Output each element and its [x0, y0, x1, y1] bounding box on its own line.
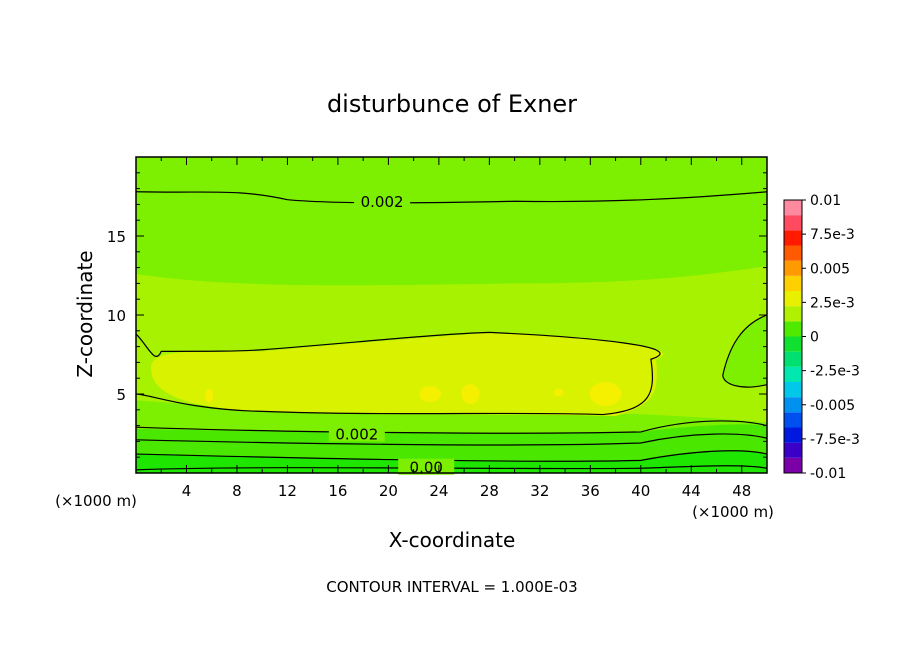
colorbar-label: 0 [810, 330, 819, 346]
contour-label: 0.00 [410, 459, 443, 477]
x-tick-label: 48 [732, 482, 751, 500]
contour-line [135, 433, 768, 446]
local-maximum [589, 382, 622, 406]
colorbar-swatch [784, 275, 802, 291]
colorbar-swatch [784, 412, 802, 428]
local-maximum [553, 388, 564, 397]
colorbar-swatch [784, 366, 802, 382]
colorbar-label: 2.5e-3 [810, 295, 855, 311]
colorbar-swatch [784, 215, 802, 231]
contour-line [135, 465, 768, 471]
local-maximum [419, 386, 442, 402]
x-tick-label: 32 [530, 482, 549, 500]
contour-line [135, 450, 768, 462]
colorbar-label: 7.5e-3 [810, 227, 855, 243]
contour-label: 0.002 [361, 193, 404, 211]
local-maximum [205, 388, 214, 403]
contour-label-bg [398, 458, 455, 475]
contour-line [135, 420, 768, 434]
y-tick-label: 5 [116, 386, 126, 404]
colorbar-swatch [784, 200, 802, 216]
colorbar-swatch [784, 427, 802, 443]
x-tick-label: 20 [379, 482, 398, 500]
contour-label-bg [354, 193, 411, 210]
colorbar-label: -0.01 [810, 466, 846, 482]
y-tick-label: 10 [107, 307, 126, 325]
chart-title: disturbunce of Exner [327, 90, 577, 118]
colorbar-swatch [784, 291, 802, 307]
colorbar-swatch [784, 382, 802, 398]
contour-interval-footer: CONTOUR INTERVAL = 1.000E-03 [326, 578, 577, 596]
x-tick-label: 40 [631, 482, 650, 500]
colorbar-swatch [784, 351, 802, 367]
colorbar-label: -2.5e-3 [810, 364, 860, 380]
x-tick-label: 28 [480, 482, 499, 500]
colorbar-swatch [784, 457, 802, 473]
colorbar-label: -7.5e-3 [810, 432, 860, 448]
colorbar: 0.01 7.5e-3 0.005 2.5e-3 0 -2.5e-3 -0.005 -7.5e… [783, 193, 860, 482]
x-unit-right: (×1000 m) [692, 503, 774, 521]
colorbar-swatch [784, 397, 802, 413]
colorbar-swatch [784, 245, 802, 261]
field-band [151, 332, 664, 417]
contour-line [135, 331, 661, 416]
colorbar-swatch [784, 442, 802, 458]
x-tick-label: 12 [278, 482, 297, 500]
colorbar-swatch [784, 336, 802, 352]
field-band [722, 315, 767, 388]
colorbar-swatch [784, 321, 802, 337]
x-tick-label: 16 [328, 482, 347, 500]
x-tick-label: 36 [581, 482, 600, 500]
colorbar-label: 0.01 [810, 193, 841, 209]
colorbar-swatch [784, 306, 802, 322]
contour-line [135, 191, 768, 204]
x-tick-label: 44 [682, 482, 701, 500]
x-tick-label: 8 [232, 482, 242, 500]
colorbar-swatch [784, 230, 802, 246]
contour-line [722, 314, 768, 388]
y-axis-label: Z-coordinate [73, 250, 97, 377]
colorbar-label: -0.005 [810, 398, 855, 414]
x-tick-label: 24 [429, 482, 448, 500]
local-maximum [461, 384, 480, 404]
colorbar-label: 0.005 [810, 261, 850, 277]
x-unit-left: (×1000 m) [55, 492, 137, 510]
x-tick-label: 4 [182, 482, 192, 500]
x-axis-label: X-coordinate [389, 528, 516, 552]
contour-label-bg [328, 425, 385, 442]
y-tick-label: 15 [107, 228, 126, 246]
contour-label: 0.002 [335, 426, 378, 444]
colorbar-swatch [784, 260, 802, 276]
